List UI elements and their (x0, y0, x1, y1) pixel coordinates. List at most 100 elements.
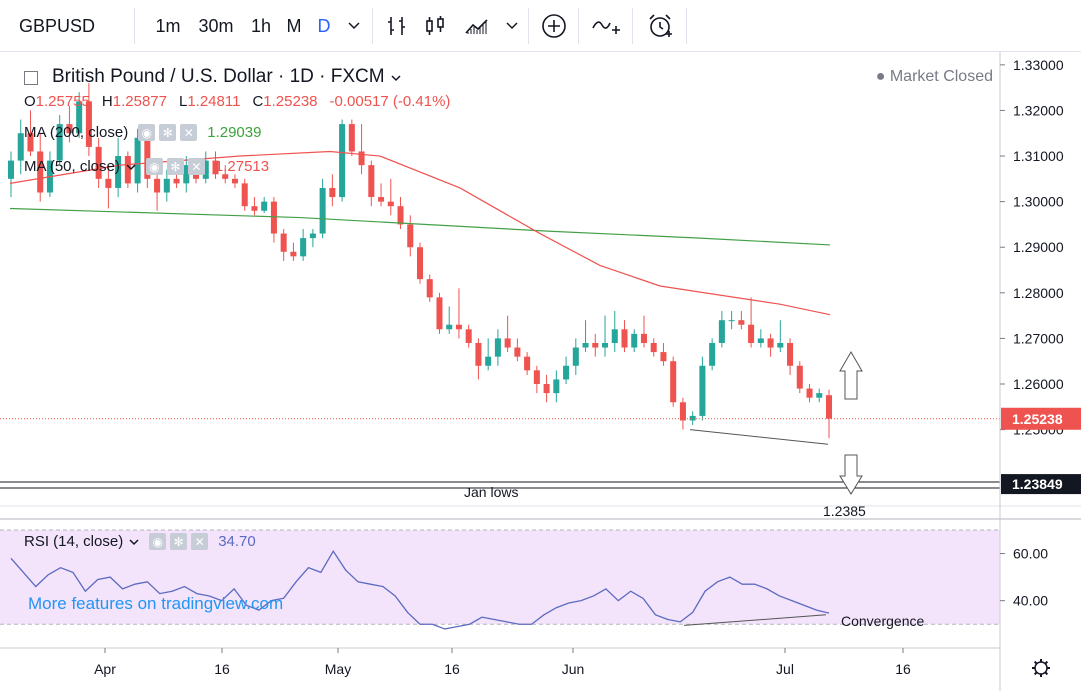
interval-m[interactable]: M (286, 15, 302, 36)
change-value: -0.00517 (-0.41%) (329, 93, 451, 110)
candle-body (261, 201, 268, 211)
candle-body (543, 384, 550, 394)
x-tick-label: Jul (776, 661, 794, 677)
close-icon[interactable]: ✕ (187, 158, 205, 175)
low-value: 1.24811 (187, 93, 241, 110)
candle-body (602, 342, 609, 348)
gear-icon (1032, 659, 1050, 677)
close-icon[interactable]: ✕ (180, 124, 198, 141)
y-tick-label: 1.32000 (1013, 102, 1064, 118)
candle-body (455, 324, 462, 330)
interval-dropdown-chevron-down-icon[interactable] (342, 0, 366, 52)
candle-body (300, 238, 307, 257)
chart-type-chevron-down-icon[interactable] (500, 0, 524, 52)
candle-body (105, 178, 112, 188)
high-value: 1.25877 (112, 93, 167, 110)
candle-body (397, 206, 404, 225)
eye-icon[interactable]: ◉ (145, 158, 163, 175)
interval-d[interactable]: D (317, 15, 331, 36)
candle-body (183, 165, 190, 184)
candle-body (465, 329, 472, 343)
candle-body (796, 365, 803, 389)
gear-icon[interactable]: ✻ (159, 124, 177, 141)
y-tick-label: 1.28000 (1013, 285, 1064, 301)
candle-body (660, 352, 667, 362)
open-label: O (24, 93, 36, 110)
candle-body (611, 329, 618, 343)
candle-body (358, 151, 365, 166)
eye-icon[interactable]: ◉ (149, 533, 167, 550)
x-tick-label: 16 (444, 661, 460, 677)
close-icon[interactable]: ✕ (191, 533, 209, 550)
candle-body (163, 178, 170, 193)
arrow-down-icon (839, 454, 863, 495)
candle-body (115, 156, 122, 188)
level-price-label: 1.23849 (1012, 476, 1063, 492)
alarm-clock-icon[interactable] (640, 0, 680, 52)
gear-icon-tooth (1044, 671, 1049, 676)
candle-body (154, 178, 161, 193)
candle-body (699, 365, 706, 416)
gear-icon-tooth (1033, 660, 1038, 665)
gear-icon[interactable]: ✻ (170, 533, 188, 550)
y-tick-label: 1.26000 (1013, 376, 1064, 392)
ma200-line (9, 207, 831, 246)
rsi-chevron-down-icon[interactable] (129, 533, 139, 550)
candle-body (426, 279, 433, 298)
interval-30m[interactable]: 30m (198, 15, 234, 36)
eye-icon[interactable]: ◉ (138, 124, 156, 141)
candle-body (767, 338, 774, 348)
candle-body (572, 347, 579, 366)
candle-body (231, 178, 238, 184)
candle-body (134, 137, 141, 184)
candle-body (202, 160, 209, 179)
rsi-legend: RSI (14, close) ◉ ✻ ✕ 34.70 (24, 533, 256, 550)
bar-chart-icon[interactable] (380, 0, 414, 52)
candle-body (280, 233, 287, 252)
gear-icon-tooth (1044, 660, 1049, 665)
level-label: 1.2385 (823, 503, 866, 519)
candle-body (7, 160, 15, 179)
candle-body (553, 379, 560, 394)
toolbar-divider (578, 8, 579, 44)
interval-1m[interactable]: 1m (155, 15, 181, 36)
x-tick-label: May (325, 661, 351, 677)
toolbar-divider (372, 8, 373, 44)
x-tick-label: Apr (94, 661, 116, 677)
candle-body (748, 324, 755, 343)
chart-canvas[interactable]: 1.33000 1.32000 1.31000 1.30000 1.29000 1.280… (0, 52, 1081, 691)
plus-circle-icon[interactable] (536, 0, 572, 52)
candle-body (816, 393, 823, 398)
x-tick-label: 16 (895, 661, 911, 677)
area-chart-icon[interactable] (458, 0, 496, 52)
gear-icon[interactable]: ✻ (166, 158, 184, 175)
candle-body (631, 333, 638, 348)
candle-body (212, 160, 219, 175)
watermark-link[interactable]: More features on tradingview.com (28, 594, 284, 613)
candle-body (329, 187, 336, 198)
candle-body (290, 251, 297, 257)
rsi-pane (0, 529, 1000, 630)
title-chevron-down-icon[interactable] (391, 66, 401, 88)
symbol-search[interactable]: GBPUSD (18, 15, 96, 36)
candle-body (251, 206, 258, 211)
y-tick-label: 1.27000 (1013, 330, 1064, 346)
collapse-icon[interactable] (24, 71, 38, 85)
candle-body (17, 133, 24, 161)
candle-body (806, 388, 813, 398)
candle-body (446, 324, 453, 330)
ma50-chevron-down-icon[interactable] (126, 158, 136, 175)
interval-1h[interactable]: 1h (250, 15, 272, 36)
candle-body (670, 361, 677, 403)
rsi-tick-label: 60.00 (1013, 546, 1048, 562)
y-tick-label: 1.31000 (1013, 148, 1064, 164)
toolbar-divider (686, 8, 687, 44)
indicators-icon[interactable] (586, 0, 626, 52)
gear-icon-tooth (1033, 671, 1038, 676)
candle-body (728, 320, 735, 322)
candle-body (514, 347, 521, 357)
candle-body (757, 338, 764, 343)
ma50-value: 1.27513 (214, 158, 270, 175)
candle-body (387, 201, 394, 207)
candlestick-icon[interactable] (418, 0, 452, 52)
